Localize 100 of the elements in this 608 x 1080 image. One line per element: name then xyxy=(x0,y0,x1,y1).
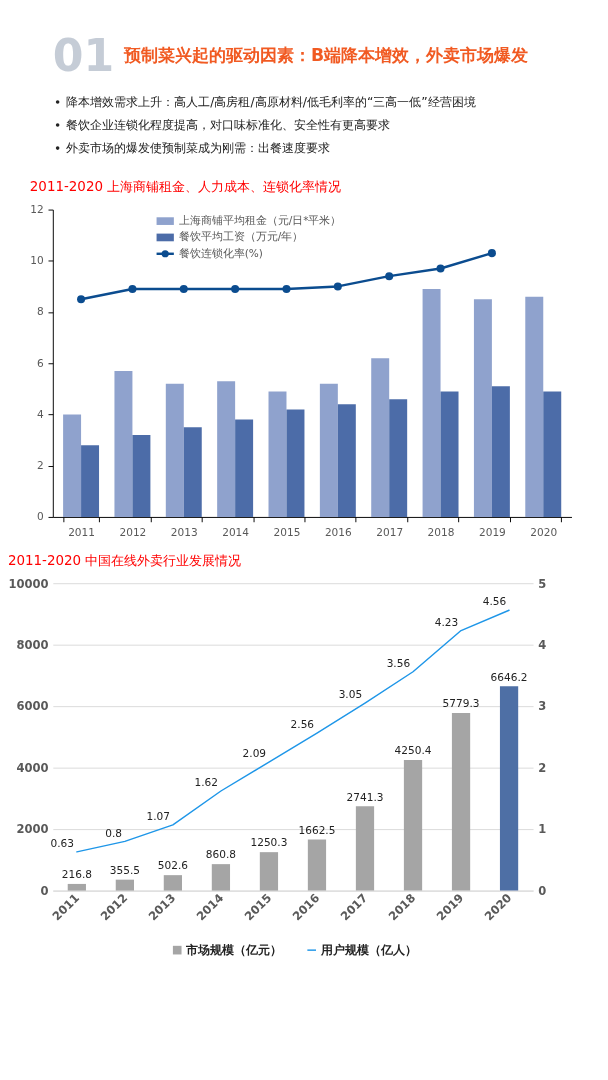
bar xyxy=(165,383,184,517)
bar xyxy=(132,434,151,517)
bar xyxy=(217,381,236,517)
text: 01 xyxy=(52,30,115,82)
bar xyxy=(183,427,202,517)
data-label: 5779.3 xyxy=(442,697,480,710)
data-label: 2.56 xyxy=(290,718,315,731)
data-label: 1.07 xyxy=(146,810,171,823)
bar xyxy=(422,288,441,517)
data-label: 2.09 xyxy=(242,747,267,760)
data-label: 4.23 xyxy=(434,615,459,628)
data-label: 216.8 xyxy=(61,868,92,881)
bar xyxy=(499,686,519,891)
bar xyxy=(81,445,100,517)
x-tick-label: 2012 xyxy=(119,525,147,538)
bar xyxy=(67,883,86,891)
data-label: 502.6 xyxy=(157,859,189,872)
data-label: 1.62 xyxy=(194,776,219,789)
bar xyxy=(307,839,327,891)
bar xyxy=(371,358,390,517)
y2-tick-label: 5 xyxy=(538,576,547,591)
bar xyxy=(63,414,82,517)
bar xyxy=(525,296,544,517)
data-label: 0.8 xyxy=(105,826,122,839)
y-tick-label: 0 xyxy=(36,510,44,523)
point xyxy=(77,295,86,304)
bar xyxy=(473,299,492,517)
data-label: 1250.3 xyxy=(250,836,288,849)
y-tick-label: 4000 xyxy=(16,760,49,775)
legend-label: 餐饮连锁化率(%) xyxy=(178,246,263,259)
y2-tick-label: 4 xyxy=(538,638,547,653)
bar xyxy=(543,391,562,517)
bar xyxy=(319,383,338,517)
legend-label: 餐饮平均工资（万元/年） xyxy=(178,230,304,243)
y-tick-label: 2000 xyxy=(16,822,49,837)
y2-tick-label: 3 xyxy=(538,699,547,714)
bar xyxy=(403,759,423,891)
data-label: 355.5 xyxy=(109,863,140,876)
x-tick-label: 2020 xyxy=(530,525,558,538)
point xyxy=(333,282,342,291)
chart-title: 2011-2020 上海商铺租金、人力成本、连锁化率情况 xyxy=(29,179,342,195)
data-label: 0.63 xyxy=(50,837,74,850)
data-label: 860.8 xyxy=(205,848,237,861)
bar xyxy=(235,419,254,517)
y2-tick-label: 0 xyxy=(538,883,547,898)
data-label: 3.56 xyxy=(386,656,411,669)
y-tick-label: 10000 xyxy=(8,576,49,591)
x-tick-label: 2018 xyxy=(427,525,455,538)
x-tick-label: 2015 xyxy=(273,525,301,538)
text: 降本增效需求上升：高人工/高房租/高原材料/低毛利率的“三高一低”经营困境 xyxy=(66,93,476,109)
data-label: 1662.5 xyxy=(298,823,336,836)
y-tick-label: 6 xyxy=(36,356,44,369)
legend-label: 用户规模（亿人） xyxy=(319,942,417,957)
y-tick-label: 6000 xyxy=(16,699,49,714)
text: 餐饮企业连锁化程度提高，对口味标准化、安全性有更高要求 xyxy=(66,116,391,132)
y-tick-label: 8000 xyxy=(16,638,49,653)
x-tick-label: 2017 xyxy=(376,525,404,538)
x-tick-label: 2011 xyxy=(68,525,95,538)
data-label: 3.05 xyxy=(338,688,363,701)
point xyxy=(436,264,445,273)
y-tick-label: 8 xyxy=(36,305,44,318)
data-label: 4.56 xyxy=(482,595,507,608)
point xyxy=(179,284,188,293)
y-tick-label: 4 xyxy=(36,407,44,420)
y2-tick-label: 2 xyxy=(538,760,547,775)
point xyxy=(385,272,394,281)
data-label: 2741.3 xyxy=(346,790,384,803)
text: 预制菜兴起的驱动因素：B端降本增效，外卖市场爆发 xyxy=(122,44,529,65)
bar xyxy=(268,391,287,517)
y2-tick-label: 1 xyxy=(538,822,547,837)
bar xyxy=(337,404,356,517)
x-tick-label: 2016 xyxy=(324,525,353,538)
bar xyxy=(211,864,231,891)
chart-title: 2011-2020 中国在线外卖行业发展情况 xyxy=(7,552,242,568)
bar xyxy=(389,399,408,517)
legend-label: 上海商铺平均租金（元/日*平米） xyxy=(178,214,342,226)
point xyxy=(282,284,291,293)
x-tick-label: 2014 xyxy=(222,525,250,538)
data-label: 6646.2 xyxy=(490,670,528,683)
point xyxy=(128,284,137,293)
data-label: 4250.4 xyxy=(394,744,432,757)
legend-label: 市场规模（亿元） xyxy=(185,942,283,957)
bar xyxy=(440,391,459,517)
bar xyxy=(259,852,279,891)
bar xyxy=(355,806,375,891)
x-tick-label: 2019 xyxy=(478,525,506,538)
y-tick-label: 2 xyxy=(36,459,44,472)
text: 外卖市场的爆发使预制菜成为刚需：出餐速度要求 xyxy=(66,139,331,155)
y-tick-label: 12 xyxy=(30,202,44,215)
y-tick-label: 10 xyxy=(30,254,44,267)
bar xyxy=(163,875,183,891)
point xyxy=(231,284,240,293)
x-tick-label: 2013 xyxy=(170,525,198,538)
bar xyxy=(114,370,133,517)
bar xyxy=(491,386,510,517)
bar xyxy=(451,712,471,891)
point xyxy=(487,249,496,258)
bar xyxy=(115,879,134,891)
bar xyxy=(286,409,305,517)
y-tick-label: 0 xyxy=(40,883,49,898)
